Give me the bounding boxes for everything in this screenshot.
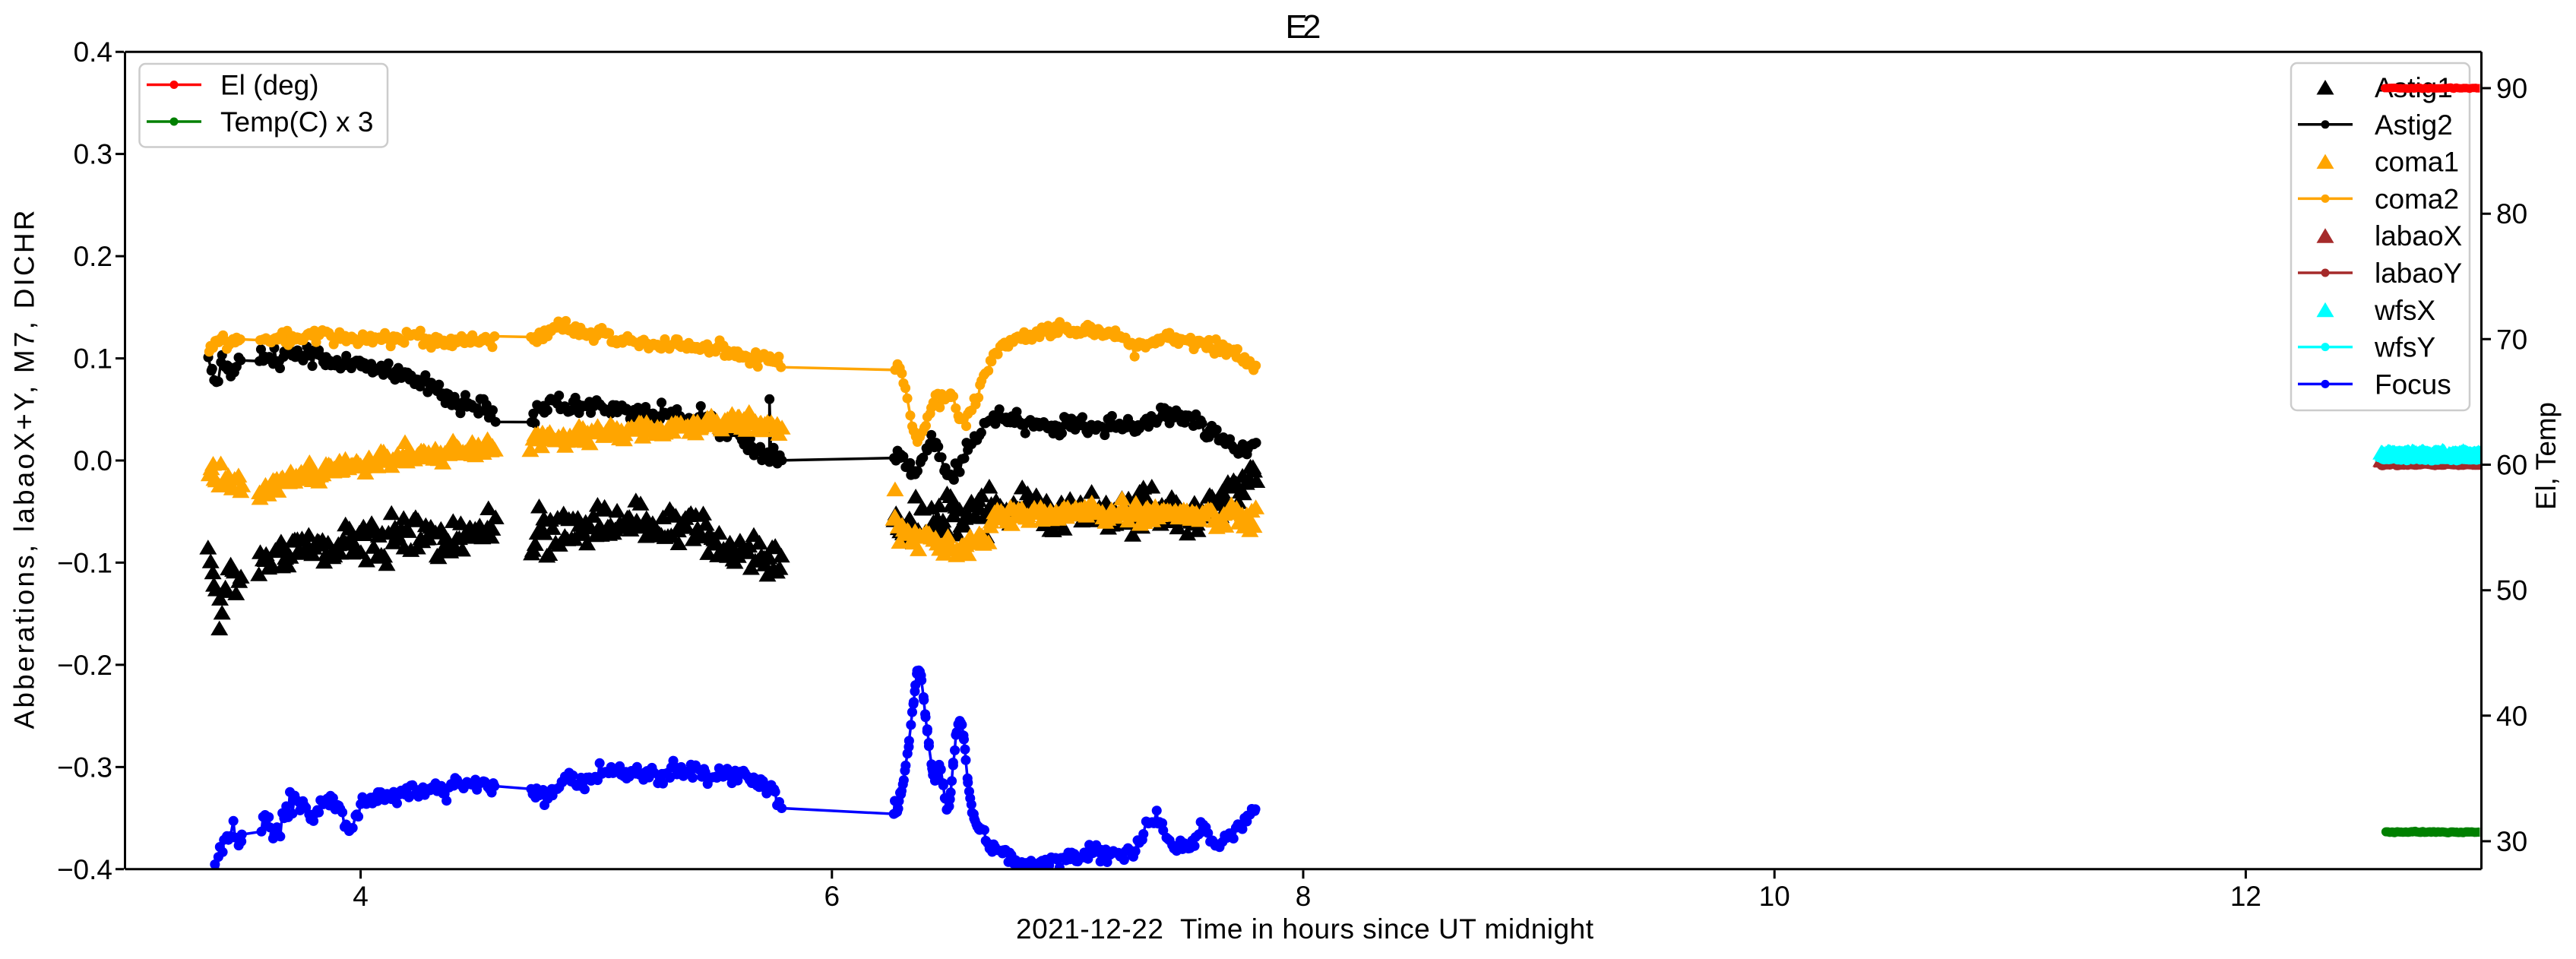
- svg-text:50: 50: [2496, 575, 2527, 606]
- svg-text:12: 12: [2230, 881, 2261, 912]
- svg-text:Abberations, labaoX+Y, M7, DIC: Abberations, labaoX+Y, M7, DICHR: [9, 210, 40, 730]
- svg-text:90: 90: [2496, 73, 2527, 104]
- svg-text:wfsX: wfsX: [2374, 295, 2435, 326]
- svg-text:2021-12-22 Time in hours sinc: 2021-12-22 Time in hours since UT midnig…: [1016, 913, 1594, 945]
- svg-text:−0.4: −0.4: [57, 854, 112, 885]
- svg-text:El, Temp: El, Temp: [2530, 402, 2562, 510]
- svg-text:0.3: 0.3: [74, 139, 112, 170]
- svg-text:40: 40: [2496, 701, 2527, 732]
- svg-text:0.4: 0.4: [74, 36, 112, 68]
- svg-text:Focus: Focus: [2375, 369, 2451, 400]
- svg-text:coma2: coma2: [2375, 183, 2459, 214]
- svg-text:60: 60: [2496, 450, 2527, 481]
- svg-text:8: 8: [1296, 881, 1312, 912]
- svg-text:4: 4: [353, 881, 369, 912]
- svg-text:coma1: coma1: [2375, 147, 2459, 178]
- svg-text:0.0: 0.0: [74, 445, 112, 476]
- svg-text:−0.1: −0.1: [57, 547, 112, 578]
- svg-text:80: 80: [2496, 198, 2527, 229]
- svg-text:−0.2: −0.2: [57, 650, 112, 681]
- svg-text:labaoX: labaoX: [2375, 220, 2462, 252]
- svg-text:−0.3: −0.3: [57, 752, 112, 783]
- svg-text:El (deg): El (deg): [220, 70, 319, 101]
- svg-text:E2: E2: [1286, 8, 1321, 46]
- svg-text:0.2: 0.2: [74, 241, 112, 272]
- svg-text:labaoY: labaoY: [2375, 258, 2462, 289]
- svg-text:6: 6: [824, 881, 840, 912]
- svg-text:wfsY: wfsY: [2374, 332, 2435, 363]
- svg-text:70: 70: [2496, 324, 2527, 355]
- svg-text:0.1: 0.1: [74, 343, 112, 375]
- svg-text:Astig2: Astig2: [2375, 109, 2453, 141]
- svg-text:30: 30: [2496, 826, 2527, 857]
- svg-text:10: 10: [1759, 881, 1790, 912]
- svg-text:Temp(C) x 3: Temp(C) x 3: [220, 106, 373, 138]
